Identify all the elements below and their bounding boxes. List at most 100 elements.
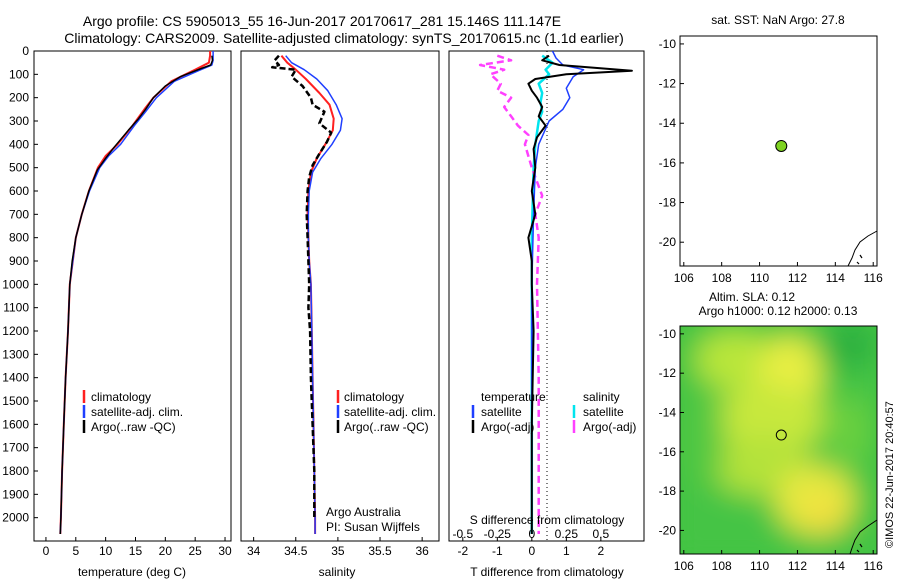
temperature-xlabel: temperature (deg C) <box>78 565 186 579</box>
depth-tick-label: 700 <box>9 207 29 221</box>
sla-map-axes: 106 108 110 112 114 116 -10 -12 -14 -16 -18 -20 <box>659 327 883 573</box>
latitude-tick-label: -10 <box>659 37 677 51</box>
sst-map-title: sat. SST: NaN Argo: 27.8 <box>711 13 845 27</box>
argo-position-marker <box>775 139 788 152</box>
depth-tick-label: 1700 <box>2 441 29 455</box>
longitude-tick-label: 110 <box>750 559 769 573</box>
sst-map-marks <box>775 139 788 152</box>
legend-label-satellite: satellite-adj. clim. <box>344 405 436 419</box>
sla-heatmap-field <box>680 326 877 554</box>
t-diff-x-tick-label: 2 <box>598 544 605 558</box>
temperature-x-tick-label: 0 <box>43 544 50 558</box>
island-mark <box>856 254 863 265</box>
longitude-tick-label: 112 <box>788 559 807 573</box>
island-mark <box>856 543 863 553</box>
series-t-satellite <box>531 51 585 534</box>
depth-tick-label: 1900 <box>2 487 29 501</box>
latitude-tick-label: -12 <box>659 77 677 91</box>
latitude-tick-label: -14 <box>659 116 677 130</box>
salinity-xlabel: salinity <box>319 565 356 579</box>
depth-tick-label: 500 <box>9 161 29 175</box>
latitude-tick-label: -10 <box>659 327 677 341</box>
salinity-legend: climatology satellite-adj. clim. Argo(..… <box>336 390 436 434</box>
legend-label-argo: Argo(..raw -QC) <box>344 420 429 434</box>
series-satellite-adj <box>59 51 214 535</box>
depth-tick-label: 800 <box>9 231 29 245</box>
legend-label-t-satellite: satellite <box>481 405 522 419</box>
legend-label-s-satellite: satellite <box>583 405 624 419</box>
series-s-satellite <box>530 54 554 534</box>
latitude-tick-label: -18 <box>659 484 677 498</box>
depth-tick-label: 1300 <box>2 347 29 361</box>
t-diff-x-tick-label: -2 <box>457 544 468 558</box>
difference-lines <box>478 51 633 534</box>
depth-tick-label: 1100 <box>3 301 29 315</box>
series-t-argo <box>527 54 633 534</box>
longitude-tick-label: 114 <box>826 271 845 285</box>
latitude-tick-label: -16 <box>659 156 677 170</box>
series-argo <box>270 54 333 518</box>
longitude-tick-label: 116 <box>864 559 883 573</box>
temperature-legend: climatology satellite-adj. clim. Argo(..… <box>82 390 183 434</box>
t-diff-x-tick-label: 1 <box>563 544 570 558</box>
depth-tick-label: 0 <box>22 44 29 58</box>
longitude-tick-label: 112 <box>788 271 807 285</box>
sla-map-marks <box>775 429 787 441</box>
temperature-axes-frame <box>33 50 232 542</box>
legend-heading-salinity: salinity <box>583 390 620 404</box>
salinity-x-axis: 34 34.5 35 35.5 36 <box>247 537 429 558</box>
legend-label-climatology: climatology <box>91 390 151 404</box>
depth-tick-label: 900 <box>9 254 29 268</box>
depth-tick-label: 2000 <box>2 511 29 525</box>
sla-map-frame <box>679 325 878 555</box>
latitude-tick-label: -14 <box>659 405 677 419</box>
legend-label-t-argo: Argo(-adj) <box>481 420 534 434</box>
series-satellite-adj <box>285 55 343 534</box>
legend-heading-temperature: temperature <box>481 390 546 404</box>
depth-tick-label: 1600 <box>2 417 29 431</box>
t-difference-x-axis: -2 -1 0 1 2 <box>457 537 605 558</box>
s-diff-tick-label: 0.25 <box>555 527 579 541</box>
salinity-x-tick-label: 34.5 <box>284 544 308 558</box>
salinity-axes-frame <box>240 50 440 542</box>
s-diff-tick-label: -0.25 <box>484 527 512 541</box>
sst-map-axes: 106 108 110 112 114 116 -10 -12 -14 -16 -18 -20 <box>659 37 883 285</box>
depth-tick-label: 200 <box>9 91 29 105</box>
depth-tick-label: 600 <box>9 184 29 198</box>
longitude-tick-label: 114 <box>826 559 845 573</box>
t-diff-x-tick-label: 0 <box>528 544 535 558</box>
depth-tick-label: 300 <box>9 114 29 128</box>
annotation-argo-australia: Argo Australia <box>326 505 401 519</box>
imos-timestamp-watermark: ©IMOS 22-Jun-2017 20:40:57 <box>884 401 896 548</box>
latitude-tick-label: -12 <box>659 366 677 380</box>
salinity-lines <box>270 54 343 534</box>
depth-tick-label: 1500 <box>2 394 29 408</box>
title-line-1: Argo profile: CS 5905013_55 16-Jun-2017 … <box>83 13 561 29</box>
latitude-tick-label: -20 <box>659 523 677 537</box>
temperature-x-axis: 0 5 10 15 20 25 30 <box>43 537 232 558</box>
salinity-x-tick-label: 35 <box>331 544 345 558</box>
latitude-tick-label: -20 <box>659 235 677 249</box>
temperature-lines <box>59 51 214 535</box>
depth-tick-label: 100 <box>9 67 29 81</box>
annotation-pi: PI: Susan Wijffels <box>326 520 420 534</box>
temperature-x-tick-label: 5 <box>72 544 79 558</box>
salinity-x-tick-label: 35.5 <box>368 544 392 558</box>
series-argo <box>59 55 214 535</box>
longitude-tick-label: 106 <box>674 271 694 285</box>
longitude-tick-label: 110 <box>750 271 769 285</box>
land-outline <box>849 519 878 555</box>
salinity-x-tick-label: 34 <box>247 544 261 558</box>
temperature-x-tick-label: 15 <box>129 544 143 558</box>
sla-map-title-2: Argo h1000: 0.12 h2000: 0.13 <box>699 304 858 318</box>
s-diff-tick-label: 0.5 <box>593 527 610 541</box>
s-difference-xlabel: S difference from climatology <box>470 513 625 527</box>
temperature-x-tick-label: 20 <box>159 544 173 558</box>
longitude-tick-label: 116 <box>864 271 883 285</box>
depth-tick-label: 1000 <box>2 277 29 291</box>
longitude-tick-label: 108 <box>712 271 732 285</box>
temperature-x-tick-label: 25 <box>189 544 203 558</box>
sla-map-panel: Altim. SLA: 0.12 Argo h1000: 0.12 h2000:… <box>659 290 883 573</box>
t-diff-x-tick-label: -1 <box>492 544 503 558</box>
